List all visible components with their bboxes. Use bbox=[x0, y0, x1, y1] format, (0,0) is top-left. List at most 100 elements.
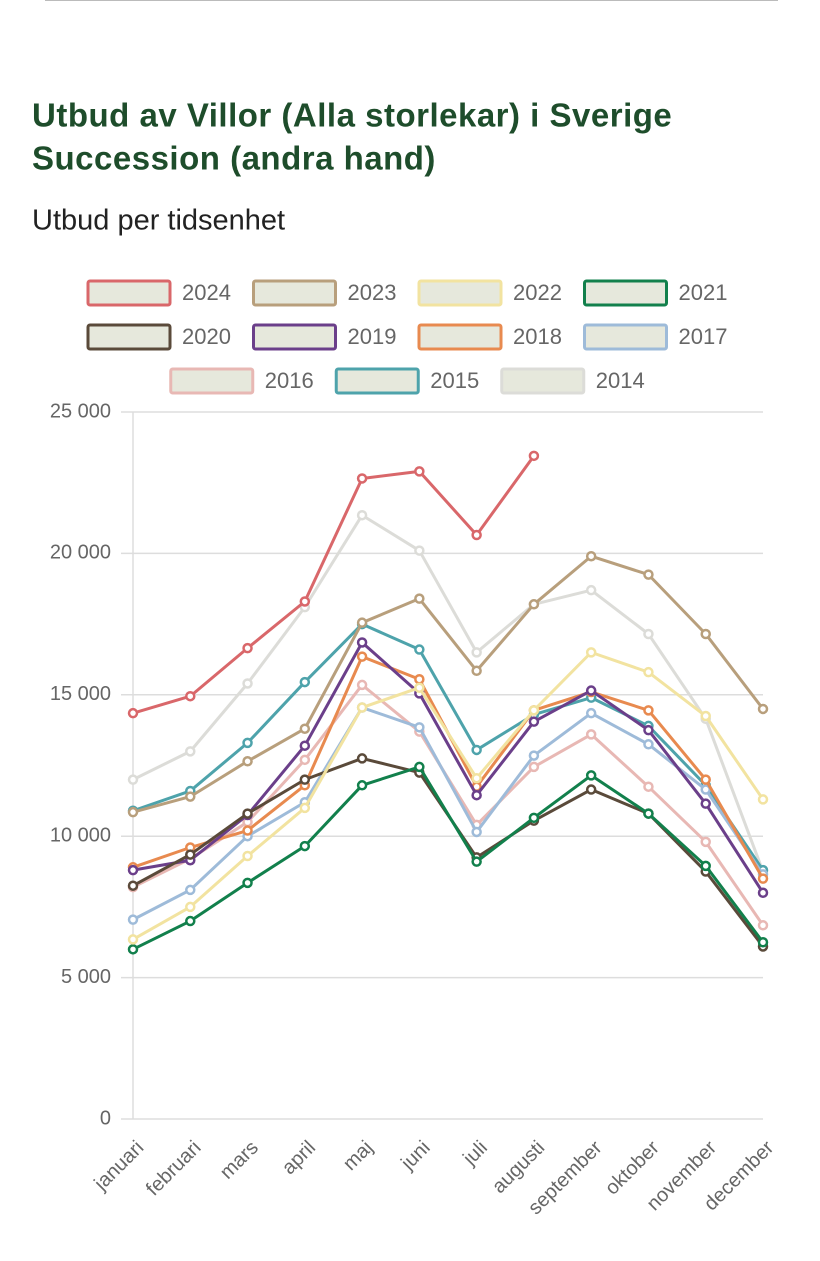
data-point bbox=[757, 937, 769, 948]
data-point bbox=[471, 665, 482, 677]
data-point bbox=[127, 880, 139, 891]
data-point bbox=[414, 545, 425, 556]
y-tick-label: 5 000 bbox=[61, 966, 111, 988]
data-point bbox=[185, 901, 196, 913]
legend-label: 2017 bbox=[679, 324, 728, 349]
series-line bbox=[132, 683, 765, 927]
data-point bbox=[242, 877, 253, 889]
data-point bbox=[242, 825, 253, 836]
series-line bbox=[132, 622, 765, 871]
data-point bbox=[185, 746, 196, 757]
series-line bbox=[132, 513, 765, 873]
data-point bbox=[643, 739, 654, 750]
legend-label: 2018 bbox=[513, 324, 562, 349]
data-point bbox=[356, 651, 368, 662]
data-point bbox=[528, 812, 540, 824]
series-line bbox=[132, 554, 765, 814]
legend-label: 2020 bbox=[182, 324, 231, 349]
y-tick-label: 10 000 bbox=[50, 824, 111, 846]
data-point bbox=[127, 944, 139, 955]
data-point bbox=[585, 770, 597, 781]
series-line bbox=[132, 765, 765, 951]
data-point bbox=[585, 550, 597, 562]
data-point bbox=[414, 593, 425, 604]
data-point bbox=[643, 628, 654, 640]
legend-label: 2014 bbox=[596, 368, 645, 393]
data-point bbox=[528, 599, 540, 610]
data-point bbox=[414, 466, 425, 477]
legend-label: 2024 bbox=[182, 280, 231, 305]
data-point bbox=[356, 679, 368, 691]
data-point bbox=[299, 840, 311, 852]
data-point bbox=[356, 617, 368, 628]
data-point bbox=[471, 647, 482, 658]
data-point bbox=[471, 529, 482, 541]
series-line bbox=[132, 706, 765, 921]
data-point bbox=[757, 920, 769, 931]
x-tick-label: januari bbox=[90, 1137, 149, 1196]
data-point bbox=[127, 914, 139, 925]
data-point bbox=[242, 756, 253, 767]
data-point bbox=[643, 781, 654, 792]
data-point bbox=[356, 753, 368, 764]
data-point bbox=[127, 864, 139, 876]
x-tick-label: april bbox=[278, 1137, 320, 1179]
legend-swatch bbox=[417, 323, 503, 351]
data-point bbox=[299, 596, 311, 607]
series-line bbox=[132, 454, 536, 715]
chart-subtitle: Succession (andra hand) bbox=[32, 140, 436, 177]
y-tick-label: 0 bbox=[100, 1107, 111, 1129]
data-point bbox=[757, 887, 769, 899]
data-point bbox=[585, 584, 597, 596]
legend-label: 2015 bbox=[430, 368, 479, 393]
y-tick-label: 15 000 bbox=[50, 683, 111, 705]
legend-swatch bbox=[86, 323, 172, 351]
data-point bbox=[757, 873, 769, 884]
data-point bbox=[414, 644, 425, 655]
legend-swatch bbox=[169, 367, 255, 395]
data-point bbox=[700, 798, 711, 809]
data-point bbox=[585, 685, 597, 696]
data-point bbox=[700, 774, 711, 785]
legend-label: 2023 bbox=[348, 280, 397, 305]
data-point bbox=[414, 761, 425, 773]
data-point bbox=[585, 729, 597, 740]
data-point bbox=[299, 740, 311, 751]
data-point bbox=[643, 569, 654, 580]
data-point bbox=[242, 808, 253, 819]
data-point bbox=[242, 737, 253, 749]
data-point bbox=[643, 666, 654, 678]
data-point bbox=[471, 826, 482, 838]
data-point bbox=[356, 702, 368, 713]
data-point bbox=[585, 647, 597, 658]
data-point bbox=[585, 784, 597, 795]
data-point bbox=[585, 707, 597, 719]
legend-label: 2019 bbox=[348, 324, 397, 349]
data-point bbox=[356, 509, 368, 521]
x-tick-label: maj bbox=[339, 1137, 377, 1175]
data-point bbox=[757, 794, 769, 805]
series-line bbox=[132, 650, 765, 941]
data-point bbox=[185, 884, 196, 896]
data-point bbox=[700, 860, 711, 872]
data-point bbox=[356, 473, 368, 484]
y-tick-label: 20 000 bbox=[50, 542, 111, 564]
data-point bbox=[643, 808, 654, 819]
data-point bbox=[242, 850, 253, 862]
data-point bbox=[299, 676, 311, 688]
data-point bbox=[242, 678, 253, 689]
data-point bbox=[643, 724, 654, 736]
data-point bbox=[757, 703, 769, 715]
data-point bbox=[700, 628, 711, 640]
data-point bbox=[700, 836, 711, 848]
data-point bbox=[471, 856, 482, 867]
data-point bbox=[414, 722, 425, 733]
data-point bbox=[700, 710, 711, 722]
legend-swatch bbox=[500, 367, 586, 395]
y-tick-label: 25 000 bbox=[50, 400, 111, 422]
data-point bbox=[185, 915, 196, 927]
legend-label: 2016 bbox=[265, 368, 314, 393]
data-point bbox=[127, 806, 139, 818]
